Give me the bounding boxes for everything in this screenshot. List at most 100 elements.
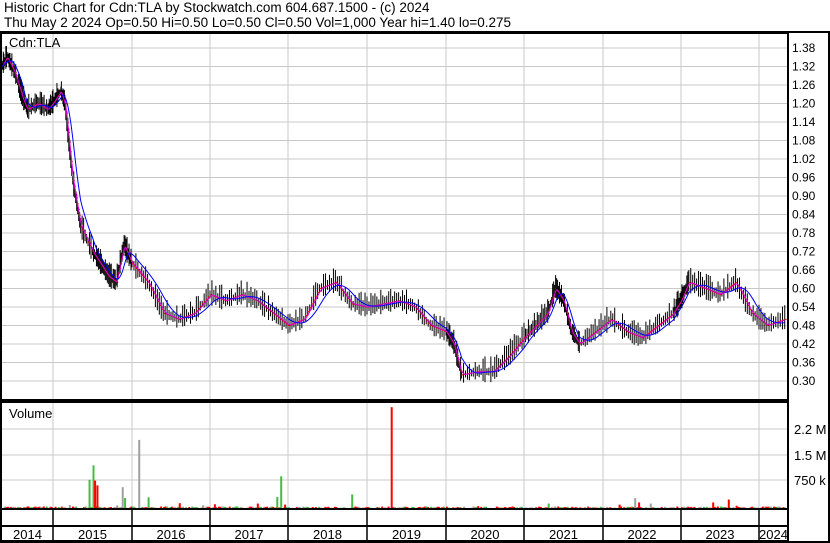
x-tick-label: 2024 — [759, 527, 788, 542]
volume-bar — [6, 506, 9, 509]
volume-bar — [355, 506, 358, 509]
volume-bar — [181, 506, 184, 509]
y-tick-label: 0.90 — [792, 189, 816, 203]
x-tick-label: 2019 — [392, 527, 421, 542]
volume-bar — [626, 506, 629, 509]
volume-bar — [222, 506, 225, 509]
y-tick-label: 0.30 — [792, 374, 816, 388]
volume-bar — [280, 476, 283, 509]
y-tick-label: 0.66 — [792, 263, 816, 277]
volume-bar — [4, 506, 7, 509]
volume-bar — [270, 506, 273, 509]
volume-bar — [92, 465, 95, 509]
volume-bar — [108, 506, 111, 509]
volume-bar — [141, 506, 144, 509]
volume-bar — [49, 506, 52, 509]
volume-bar — [54, 506, 57, 509]
volume-bar — [721, 506, 724, 509]
volume-bar — [217, 506, 220, 509]
volume-bar — [224, 506, 227, 509]
volume-bar — [705, 506, 708, 509]
volume-bar — [539, 506, 542, 509]
chart-title: Historic Chart for Cdn:TLA by Stockwatch… — [4, 0, 430, 15]
volume-bar — [634, 498, 637, 509]
y-tick-label: 1.20 — [792, 97, 816, 111]
volume-label: Volume — [9, 406, 52, 421]
volume-bar — [259, 506, 262, 509]
volume-bar — [685, 506, 688, 509]
volume-bar — [740, 506, 743, 509]
volume-bar — [393, 506, 396, 509]
volume-bar — [132, 506, 134, 509]
volume-bar — [638, 502, 641, 509]
volume-bar — [220, 506, 223, 509]
volume-bar — [660, 506, 663, 509]
y-tick-label: 0.42 — [792, 337, 816, 351]
volume-bar — [765, 506, 768, 509]
volume-bar — [48, 506, 51, 509]
volume-bar — [773, 506, 776, 509]
volume-bar — [272, 506, 275, 509]
y-tick-label: 0.96 — [792, 171, 816, 185]
volume-bar — [138, 439, 141, 509]
y-tick-label: 1.02 — [792, 152, 816, 166]
volume-bar — [335, 506, 338, 509]
volume-bar — [10, 506, 13, 509]
x-tick-label: 2023 — [706, 527, 735, 542]
long-moving-average — [1, 60, 785, 374]
volume-bar — [88, 479, 91, 509]
volume-bar — [36, 506, 39, 509]
y-tick-label: 1.32 — [792, 60, 816, 74]
volume-bar — [130, 506, 133, 509]
volume-bar — [305, 506, 308, 509]
volume-bar — [236, 506, 239, 509]
volume-bar — [727, 499, 730, 509]
volume-bar — [403, 506, 406, 509]
volume-bar — [769, 506, 772, 509]
volume-bar — [676, 506, 679, 509]
volume-bar — [737, 506, 740, 509]
volume-bar — [649, 503, 652, 509]
volume-bar — [519, 506, 522, 509]
volume-bar — [26, 506, 29, 509]
volume-bar — [779, 506, 782, 509]
volume-bar — [554, 506, 557, 509]
volume-bar — [495, 506, 498, 509]
y-tick-label: 0.54 — [792, 300, 816, 314]
volume-bar — [354, 506, 357, 509]
volume-bar — [133, 506, 136, 509]
y-tick-label: 0.78 — [792, 226, 816, 240]
volume-bar — [9, 506, 12, 509]
volume-bar — [411, 506, 414, 509]
volume-bar — [351, 494, 354, 509]
volume-bar — [71, 506, 74, 509]
volume-bar — [147, 497, 150, 509]
volume-bar — [208, 506, 211, 509]
volume-bar — [177, 506, 180, 509]
volume-bar — [306, 506, 309, 509]
volume-bar — [34, 506, 37, 509]
volume-bar — [425, 506, 428, 509]
volume-bar — [777, 506, 780, 509]
volume-bar — [205, 506, 208, 509]
volume-bar — [620, 506, 623, 509]
volume-bar — [75, 506, 78, 509]
volume-bar — [249, 506, 251, 509]
volume-bar — [367, 506, 369, 509]
volume-bar — [39, 506, 42, 509]
volume-bar — [219, 506, 222, 509]
outer-frame — [0, 31, 830, 543]
volume-bar — [763, 506, 766, 509]
volume-bar — [712, 502, 715, 509]
x-tick-label: 2021 — [549, 527, 578, 542]
volume-bar — [98, 506, 101, 509]
y-tick-label: 0.60 — [792, 282, 816, 296]
volume-bar — [164, 506, 167, 509]
volume-bar — [693, 506, 696, 509]
volume-bar — [571, 506, 574, 509]
x-tick-label: 2017 — [235, 527, 264, 542]
volume-bar — [109, 506, 112, 509]
volume-bar — [302, 506, 305, 509]
volume-bar — [357, 506, 360, 509]
